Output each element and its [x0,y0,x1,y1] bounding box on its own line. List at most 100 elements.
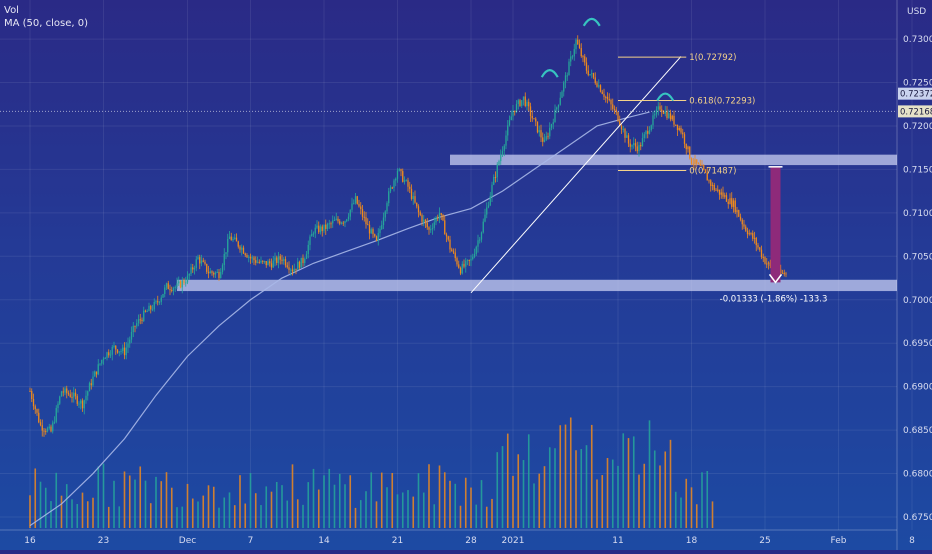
candle-body [426,222,428,228]
candle-body [318,225,320,233]
volume-bar [44,487,47,528]
candle-body [475,246,477,254]
candle-body [277,256,280,264]
candle-body [566,75,568,77]
candle-body [437,217,439,219]
candle-body [335,218,337,220]
candle-body [288,267,290,270]
candle-body [428,227,430,230]
candle-body [283,259,285,261]
candle-body [193,267,196,270]
candle-body [720,192,722,195]
candle-body [328,223,330,225]
volume-bar [359,500,362,528]
volume-bar [265,486,268,528]
candle-body [486,207,488,215]
trendline [470,56,682,294]
candle-body [683,134,686,144]
candle-body [568,61,570,76]
candle-body [669,113,672,120]
volume-bar [601,475,604,528]
drawings: 1(0.72792) 0.618(0.72293) 0(0.71487) -0.013… [0,17,897,304]
candle-body [53,421,56,423]
candle-body [584,56,586,63]
candle-body [368,224,371,234]
volume-bar [711,501,714,528]
candle-body [402,171,404,182]
candle-body [295,268,297,270]
volume-bar [55,472,58,528]
candle-body [344,221,346,223]
candle-body [612,104,614,109]
volume-bar [622,433,625,528]
candle-body [739,216,742,220]
candle-body [619,120,621,126]
candle-body [109,354,112,356]
volume-bar [344,484,346,528]
volume-bar [149,503,152,528]
candle-body [230,236,232,241]
candle-body [122,347,124,351]
candle-body [706,172,708,181]
y-tick-label: 0.67500 [903,513,932,523]
candle-body [577,39,579,45]
candle-body [482,221,484,233]
candle-body [675,124,677,126]
volume-bar [333,484,336,528]
candle-body [711,185,714,187]
candle-body [423,219,425,222]
candle-body [767,262,770,264]
candle-body [43,430,45,432]
candle-body [116,349,119,353]
candle-body [538,130,540,133]
candle-body [164,287,166,294]
volume-bar [197,501,199,528]
candle-body [494,176,497,178]
volume-bar [113,480,115,528]
candle-body [90,383,92,386]
candle-body [661,109,663,112]
candle-body [388,191,390,204]
candle-body [216,272,218,274]
candle-body [265,261,267,266]
volume-bar [480,480,483,528]
candle-body [253,257,255,261]
volume-bar [81,492,84,528]
candle-body [624,128,626,138]
candle-body [514,110,516,113]
candle-body [246,255,248,258]
candle-body [374,234,376,237]
candle-body [83,400,85,409]
zones [177,154,897,292]
candle-body [762,257,764,259]
candle-body [102,358,105,360]
candle-body [298,261,301,268]
volume-bar [160,481,163,528]
candle-body [311,233,313,237]
legend-vol: Vol [4,5,19,16]
volume-bar [596,479,598,528]
candle-body [249,256,252,259]
candle-body [267,261,269,266]
candle-body [703,165,705,170]
candle-body [501,150,504,155]
candle-body [137,319,140,324]
candle-body [354,196,357,204]
candle-body [111,346,113,355]
resistance-zone [450,154,897,166]
volume-bar [617,465,619,528]
candle-body [465,260,467,267]
candle-body [314,227,316,234]
candle-body [325,224,327,229]
candle-body [262,260,264,262]
volume-bar [307,482,310,528]
candle-body [659,106,661,110]
candle-body [148,305,150,312]
candle-body [645,131,647,135]
candle-body [227,238,229,253]
candle-body [73,392,75,398]
volume-bar [659,465,661,528]
